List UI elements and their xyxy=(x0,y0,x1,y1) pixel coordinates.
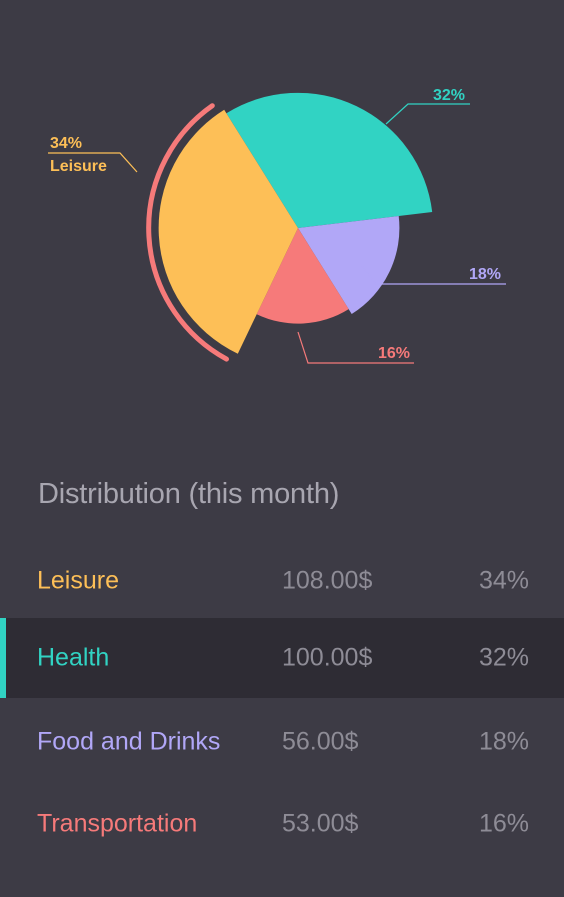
category-percent: 18% xyxy=(478,727,529,756)
row-indicator xyxy=(0,541,6,621)
callout-line xyxy=(297,331,414,364)
callout-percent-label: 16% xyxy=(378,345,410,362)
pie-slice-leisure xyxy=(158,109,298,354)
callout-line xyxy=(361,265,506,285)
callout-line xyxy=(385,103,470,125)
category-percent: 32% xyxy=(478,643,529,672)
callout-percent-label: 18% xyxy=(469,266,501,283)
table-row[interactable]: Transportation 53.00$ 16% xyxy=(0,784,564,864)
table-row[interactable]: Health 100.00$ 32% xyxy=(0,618,564,698)
row-indicator xyxy=(0,618,6,698)
row-indicator xyxy=(0,702,6,782)
category-amount: 108.00$ xyxy=(282,566,373,595)
category-percent: 16% xyxy=(478,809,529,838)
highlight-arc xyxy=(146,103,229,362)
section-title: Distribution (this month) xyxy=(38,478,340,510)
callout-percent-label: 34% xyxy=(50,135,82,152)
category-percent: 34% xyxy=(478,566,529,595)
category-name: Food and Drinks xyxy=(37,727,221,756)
callout-line xyxy=(48,152,138,173)
category-amount: 56.00$ xyxy=(282,727,359,756)
callout-percent-label: 32% xyxy=(433,87,465,104)
table-row[interactable]: Leisure 108.00$ 34% xyxy=(0,541,564,621)
category-amount: 100.00$ xyxy=(282,643,373,672)
pie-slice-food-and-drinks xyxy=(298,216,400,314)
category-name: Transportation xyxy=(37,809,198,838)
callout-category-label: Leisure xyxy=(50,158,107,175)
row-indicator xyxy=(0,784,6,864)
category-name: Leisure xyxy=(37,566,119,595)
pie-slice-transportation xyxy=(256,228,349,324)
pie-slice-health xyxy=(226,92,433,228)
category-name: Health xyxy=(37,643,110,672)
category-amount: 53.00$ xyxy=(282,809,359,838)
pie-chart-svg: 32% 18% 16% 34% Leisure xyxy=(48,87,506,364)
distribution-chart: 32% 18% 16% 34% Leisure xyxy=(0,0,564,430)
table-row[interactable]: Food and Drinks 56.00$ 18% xyxy=(0,702,564,782)
